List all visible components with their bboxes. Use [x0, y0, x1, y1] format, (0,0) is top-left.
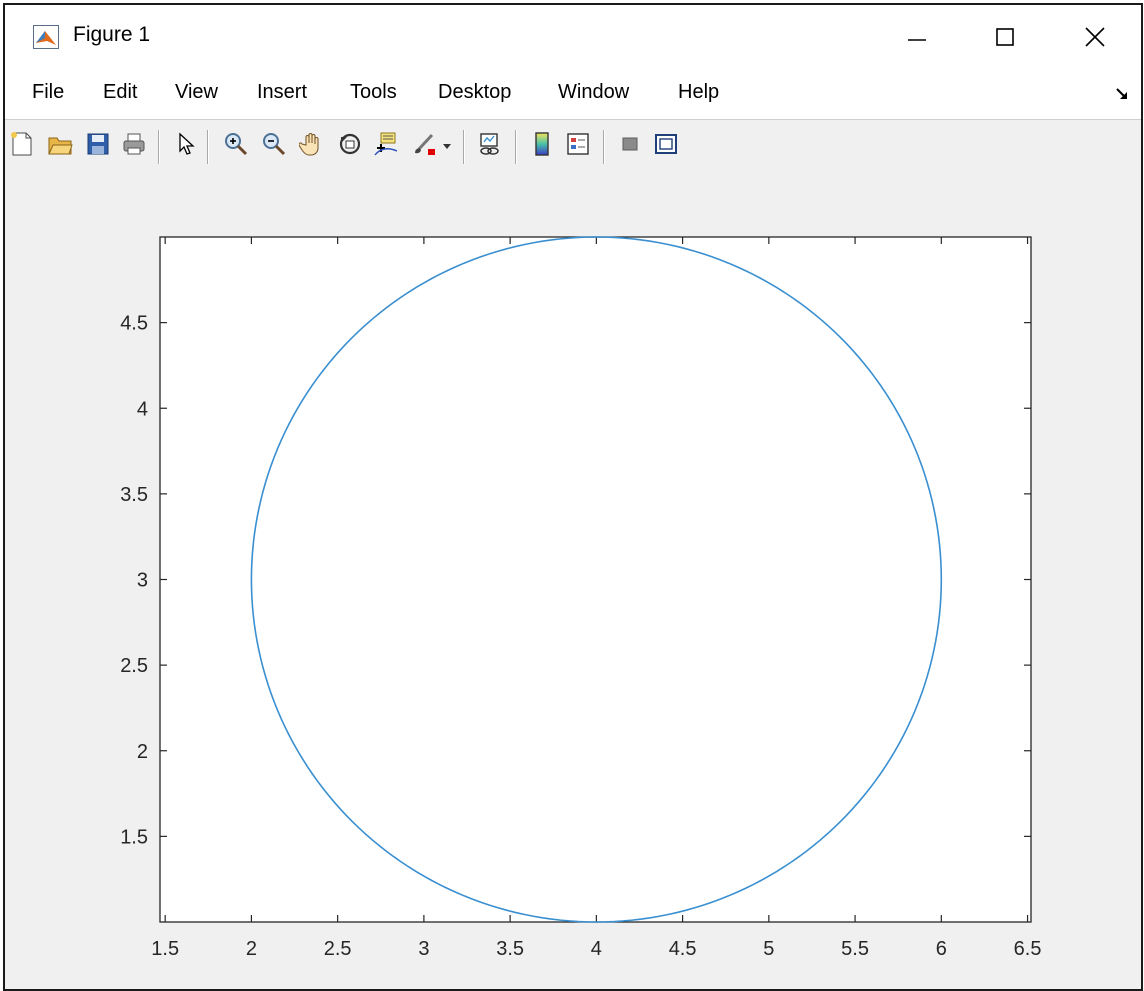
toolbar-separator	[207, 130, 209, 164]
toolbar-separator	[158, 130, 160, 164]
zoom-in-icon	[223, 131, 249, 162]
x-tick-label: 6.5	[1014, 938, 1042, 960]
menu-desktop[interactable]: Desktop	[438, 81, 512, 103]
axes-box[interactable]	[159, 236, 1032, 923]
pan-button[interactable]	[297, 131, 327, 161]
menu-view[interactable]: View	[175, 81, 218, 103]
y-tick-label: 4	[137, 398, 148, 420]
toolbar-separator	[515, 130, 517, 164]
pan-icon	[298, 131, 325, 162]
rotate-3d-button[interactable]	[335, 131, 365, 161]
close-icon	[1085, 27, 1105, 47]
title-bar[interactable]: Figure 1	[5, 5, 1141, 69]
hide-plot-tools-icon	[617, 131, 643, 162]
circle-series-line[interactable]	[250, 236, 943, 923]
maximize-button[interactable]	[961, 5, 1049, 69]
save-icon	[85, 131, 111, 162]
x-tick-label: 4.5	[669, 938, 697, 960]
data-cursor-button[interactable]	[371, 131, 401, 161]
x-tick-label: 4	[591, 938, 602, 960]
colorbar-button[interactable]	[527, 131, 557, 161]
matlab-logo-icon	[33, 25, 59, 49]
brush-icon	[411, 131, 437, 162]
save-button[interactable]	[83, 131, 113, 161]
menu-help[interactable]: Help	[678, 81, 720, 103]
toolbar-separator	[603, 130, 605, 164]
x-tick-label: 2.5	[324, 938, 352, 960]
zoom-in-button[interactable]	[221, 131, 251, 161]
plot-svg[interactable]: 1.5 2 2.5 3 3.5 4 4.5 5 5.5 6 6.5 1.5 2 2.5 3 3.5 4 4.5	[5, 175, 1141, 989]
menu-bar: File Edit View Insert Tools Desktop Wind…	[5, 69, 1141, 119]
open-file-icon	[47, 131, 73, 162]
figure-toolbar	[5, 119, 1141, 176]
zoom-out-button[interactable]	[259, 131, 289, 161]
x-tick-label: 2	[246, 938, 257, 960]
new-figure-icon	[9, 131, 35, 162]
menu-file[interactable]: File	[32, 81, 65, 103]
menu-insert[interactable]: Insert	[257, 81, 308, 103]
y-tick-label: 1.5	[120, 826, 148, 848]
menu-tools[interactable]: Tools	[350, 81, 397, 103]
brush-dropdown-button[interactable]	[439, 131, 455, 161]
minimize-button[interactable]	[873, 5, 961, 69]
rotate-3d-icon	[337, 131, 363, 162]
menu-edit[interactable]: Edit	[103, 81, 138, 103]
x-tick-label: 3.5	[496, 938, 524, 960]
toolbar-separator	[463, 130, 465, 164]
link-plot-button[interactable]	[475, 131, 505, 161]
y-tick-label: 4.5	[120, 313, 148, 335]
print-button[interactable]	[119, 131, 149, 161]
x-tick-label: 1.5	[151, 938, 179, 960]
data-cursor-icon	[373, 131, 399, 162]
window-title: Figure 1	[73, 23, 151, 46]
colorbar-icon	[529, 131, 555, 162]
legend-button[interactable]	[563, 131, 593, 161]
figure-canvas[interactable]: 1.5 2 2.5 3 3.5 4 4.5 5 5.5 6 6.5 1.5 2 2.5 3 3.5 4 4.5	[5, 175, 1141, 989]
show-plot-tools-icon	[653, 131, 679, 162]
figure-window: Figure 1 File Edit View Insert Tools Des…	[3, 3, 1143, 991]
show-plot-tools-button[interactable]	[651, 131, 681, 161]
y-tick-label: 2	[137, 741, 148, 763]
x-tick-label: 3	[418, 938, 429, 960]
hide-plot-tools-button[interactable]	[615, 131, 645, 161]
zoom-out-icon	[261, 131, 287, 162]
chevron-down-icon	[442, 137, 452, 155]
x-tick-label: 5.5	[841, 938, 869, 960]
link-plot-icon	[477, 131, 503, 162]
menu-window[interactable]: Window	[558, 81, 630, 103]
legend-icon	[565, 131, 591, 162]
brush-button[interactable]	[409, 131, 439, 161]
new-figure-button[interactable]	[7, 131, 37, 161]
dock-arrow-icon[interactable]	[1115, 87, 1129, 101]
minimize-icon	[908, 28, 926, 46]
maximize-icon	[996, 28, 1014, 46]
pointer-button[interactable]	[170, 131, 200, 161]
pointer-icon	[172, 131, 198, 162]
y-tick-label: 2.5	[120, 655, 148, 677]
y-tick-label: 3	[137, 570, 148, 592]
x-tick-label: 6	[936, 938, 947, 960]
open-file-button[interactable]	[45, 131, 75, 161]
x-tick-label: 5	[763, 938, 774, 960]
close-button[interactable]	[1051, 5, 1139, 69]
y-tick-label: 3.5	[120, 484, 148, 506]
print-icon	[121, 131, 147, 162]
